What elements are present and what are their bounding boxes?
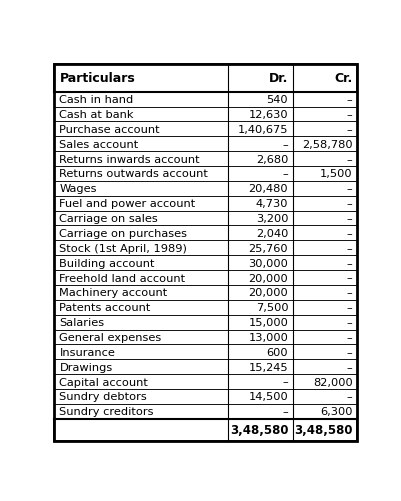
Text: 14,500: 14,500 xyxy=(249,392,288,402)
Text: Cash at bank: Cash at bank xyxy=(59,110,134,120)
Text: –: – xyxy=(282,406,288,416)
Text: 3,200: 3,200 xyxy=(256,213,288,223)
Text: Purchase account: Purchase account xyxy=(59,125,160,135)
Text: –: – xyxy=(347,347,352,357)
Text: –: – xyxy=(347,392,352,402)
Text: Freehold land account: Freehold land account xyxy=(59,273,186,283)
Bar xyxy=(54,374,357,389)
Text: Cash in hand: Cash in hand xyxy=(59,95,134,105)
Text: –: – xyxy=(347,199,352,209)
Text: 15,245: 15,245 xyxy=(249,362,288,372)
Text: 540: 540 xyxy=(267,95,288,105)
Text: –: – xyxy=(347,288,352,298)
Bar xyxy=(54,256,357,271)
Text: Stock (1st April, 1989): Stock (1st April, 1989) xyxy=(59,243,187,254)
Bar xyxy=(54,137,357,152)
Text: –: – xyxy=(347,243,352,254)
Text: Dr.: Dr. xyxy=(269,72,288,85)
Bar xyxy=(54,226,357,241)
Bar xyxy=(54,360,357,374)
Text: –: – xyxy=(347,184,352,194)
Text: –: – xyxy=(282,169,288,179)
Text: Insurance: Insurance xyxy=(59,347,115,357)
Text: 6,300: 6,300 xyxy=(320,406,352,416)
Text: –: – xyxy=(347,228,352,238)
Text: –: – xyxy=(347,154,352,164)
Text: –: – xyxy=(347,125,352,135)
Text: –: – xyxy=(347,95,352,105)
Text: 20,480: 20,480 xyxy=(249,184,288,194)
Bar xyxy=(54,286,357,300)
Text: General expenses: General expenses xyxy=(59,332,162,342)
Text: –: – xyxy=(347,213,352,223)
Bar xyxy=(54,389,357,404)
Bar xyxy=(54,181,357,196)
Text: Drawings: Drawings xyxy=(59,362,113,372)
Text: –: – xyxy=(347,332,352,342)
Bar xyxy=(54,419,357,441)
Bar xyxy=(54,122,357,137)
Text: 25,760: 25,760 xyxy=(249,243,288,254)
Text: Carriage on sales: Carriage on sales xyxy=(59,213,158,223)
Text: 20,000: 20,000 xyxy=(249,288,288,298)
Text: 7,500: 7,500 xyxy=(255,303,288,313)
Text: –: – xyxy=(282,139,288,149)
Text: 82,000: 82,000 xyxy=(313,377,352,387)
Bar xyxy=(54,345,357,360)
Text: 13,000: 13,000 xyxy=(248,332,288,342)
Text: 12,630: 12,630 xyxy=(249,110,288,120)
Text: Cr.: Cr. xyxy=(334,72,352,85)
Text: 2,58,780: 2,58,780 xyxy=(302,139,352,149)
Text: Particulars: Particulars xyxy=(59,72,135,85)
Text: 600: 600 xyxy=(267,347,288,357)
Text: Sundry creditors: Sundry creditors xyxy=(59,406,154,416)
Text: Capital account: Capital account xyxy=(59,377,148,387)
Text: 2,680: 2,680 xyxy=(256,154,288,164)
Text: Salaries: Salaries xyxy=(59,318,105,328)
Text: –: – xyxy=(347,258,352,268)
Bar xyxy=(54,241,357,256)
Text: Building account: Building account xyxy=(59,258,155,268)
Text: –: – xyxy=(282,377,288,387)
Text: Sundry debtors: Sundry debtors xyxy=(59,392,147,402)
Text: –: – xyxy=(347,362,352,372)
Bar xyxy=(54,196,357,211)
Text: –: – xyxy=(347,110,352,120)
Bar xyxy=(54,107,357,122)
Bar xyxy=(54,300,357,315)
Bar xyxy=(54,330,357,345)
Text: 1,500: 1,500 xyxy=(320,169,352,179)
Text: 20,000: 20,000 xyxy=(249,273,288,283)
Bar xyxy=(54,271,357,286)
Bar xyxy=(54,167,357,181)
Text: –: – xyxy=(347,303,352,313)
Text: Wages: Wages xyxy=(59,184,97,194)
Text: –: – xyxy=(347,273,352,283)
Bar xyxy=(54,152,357,167)
Text: 30,000: 30,000 xyxy=(248,258,288,268)
Bar xyxy=(54,65,357,93)
Text: –: – xyxy=(347,318,352,328)
Text: Fuel and power account: Fuel and power account xyxy=(59,199,196,209)
Text: Machinery account: Machinery account xyxy=(59,288,168,298)
Text: 2,040: 2,040 xyxy=(256,228,288,238)
Text: 1,40,675: 1,40,675 xyxy=(238,125,288,135)
Bar xyxy=(54,93,357,107)
Text: Patents account: Patents account xyxy=(59,303,151,313)
Text: Sales account: Sales account xyxy=(59,139,139,149)
Text: 4,730: 4,730 xyxy=(256,199,288,209)
Text: Returns inwards account: Returns inwards account xyxy=(59,154,200,164)
Bar xyxy=(54,315,357,330)
Text: 3,48,580: 3,48,580 xyxy=(230,423,288,436)
Text: 15,000: 15,000 xyxy=(248,318,288,328)
Text: 3,48,580: 3,48,580 xyxy=(294,423,352,436)
Text: Carriage on purchases: Carriage on purchases xyxy=(59,228,187,238)
Bar xyxy=(54,404,357,419)
Bar xyxy=(54,211,357,226)
Text: Returns outwards account: Returns outwards account xyxy=(59,169,209,179)
